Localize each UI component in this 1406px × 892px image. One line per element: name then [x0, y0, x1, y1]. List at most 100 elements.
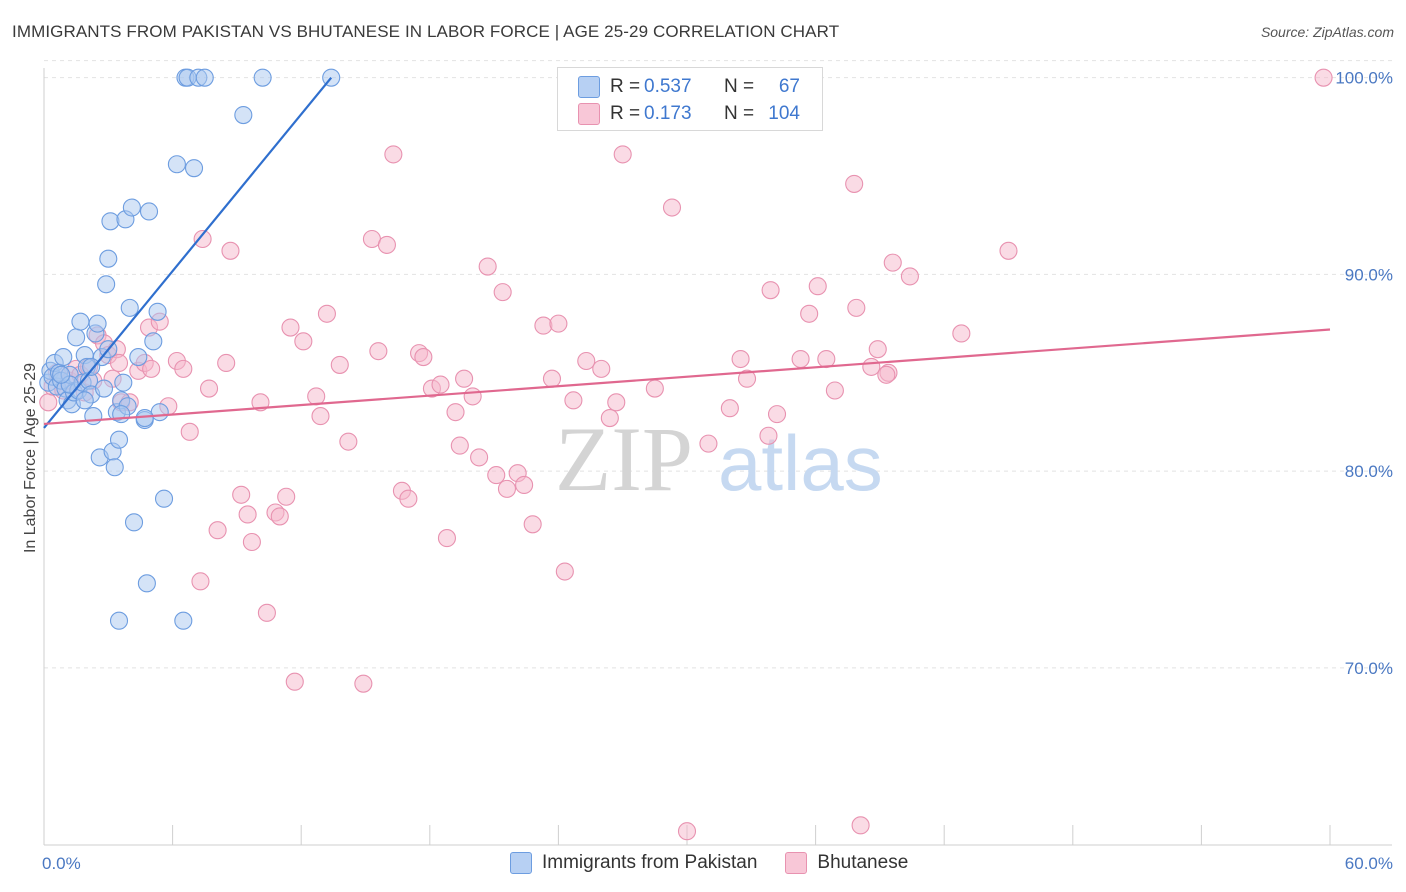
legend-label-bhutanese: Bhutanese [817, 852, 909, 873]
bhutanese-point [478, 257, 497, 276]
axes [43, 68, 1392, 846]
bhutanese-point [354, 674, 373, 693]
pakistan-point [67, 328, 86, 347]
bhutanese-point [767, 405, 787, 424]
legend-n-label: N = [724, 76, 755, 97]
bhutanese-point [952, 324, 971, 343]
series-bhutanese-points [39, 68, 1333, 841]
bhutanese-point [877, 365, 896, 384]
bhutanese-point [542, 369, 562, 388]
pakistan-point [97, 275, 116, 294]
bhutanese-point [645, 379, 664, 398]
pakistan-point [88, 314, 107, 333]
bhutanese-point [251, 393, 270, 412]
tick-labels: 100.0% 90.0% 80.0% 70.0% 0.0% 60.0% [42, 69, 1393, 873]
y-tick-label: 100.0% [1335, 69, 1393, 88]
pakistan-point [109, 430, 129, 449]
bhutanese-point [285, 672, 304, 691]
legend-swatch-bhutanese [578, 103, 600, 125]
watermark-zip: ZIP [555, 408, 693, 510]
bhutanese-point [515, 475, 534, 494]
bhutanese-point [900, 267, 919, 286]
bhutanese-point [699, 434, 718, 453]
bhutanese-point [851, 816, 870, 835]
bhutanese-point [369, 342, 388, 361]
bhutanese-point [999, 241, 1018, 260]
bhutanese-point [592, 359, 611, 378]
grid [44, 60, 1392, 669]
pakistan-point [120, 298, 139, 317]
bhutanese-point [221, 241, 240, 260]
chart-title: IMMIGRANTS FROM PAKISTAN VS BHUTANESE IN… [12, 22, 840, 41]
bhutanese-point [431, 375, 450, 394]
bhutanese-point [555, 562, 574, 581]
pakistan-point [148, 302, 167, 321]
bhutanese-point [549, 314, 568, 333]
pakistan-point [84, 407, 103, 426]
bhutanese-point [493, 283, 512, 302]
bhutanese-point [600, 409, 619, 428]
legend-r-value: 0.537 [644, 76, 692, 97]
bhutanese-point [825, 381, 844, 400]
pakistan-point [52, 365, 71, 384]
bhutanese-point [662, 198, 682, 217]
bhutanese-point [257, 603, 276, 622]
pakistan-point [253, 68, 272, 87]
bhutanese-point [446, 403, 465, 422]
bhutanese-point [791, 349, 810, 369]
bhutanese-point [142, 359, 161, 378]
bhutanese-point [868, 340, 887, 359]
pakistan-point [94, 379, 114, 398]
bhutanese-point [731, 349, 750, 369]
bhutanese-point [564, 391, 583, 410]
bhutanese-point [847, 298, 866, 317]
bhutanese-point [294, 332, 313, 351]
legend-item-pakistan: Immigrants from Pakistan [510, 852, 757, 874]
pakistan-point [167, 155, 186, 174]
pakistan-point [129, 348, 148, 367]
pakistan-point [124, 513, 144, 532]
pakistan-point [54, 348, 73, 367]
pakistan-point [195, 68, 214, 87]
bhutanese-point [208, 521, 227, 540]
series-legend: Immigrants from Pakistan Bhutanese [510, 852, 936, 874]
pakistan-point [109, 611, 129, 630]
pakistan-point [154, 489, 174, 508]
legend-n-value: 67 [778, 76, 800, 97]
pakistan-point [112, 405, 131, 424]
bhutanese-point [613, 145, 632, 164]
pakistan-point [122, 198, 141, 217]
correlation-legend: R = 0.537 N = 67 R = 0.173 N = 104 [557, 67, 823, 131]
legend-n-value: 104 [768, 103, 800, 124]
y-tick-label: 80.0% [1345, 462, 1393, 481]
pakistan-point [234, 106, 253, 125]
y-tick-label: 70.0% [1345, 659, 1393, 678]
pakistan-point [184, 159, 204, 178]
watermark: ZIP atlas [555, 408, 883, 510]
bhutanese-point [437, 529, 456, 548]
bhutanese-point [191, 572, 210, 591]
bhutanese-point [577, 351, 596, 371]
bhutanese-point [523, 515, 542, 534]
legend-item-bhutanese: Bhutanese [785, 852, 908, 874]
bhutanese-point [720, 399, 739, 418]
legend-swatch-pakistan [510, 852, 532, 874]
bhutanese-point [534, 316, 553, 335]
pakistan-point [99, 249, 118, 268]
bhutanese-point [384, 145, 403, 164]
bhutanese-point [607, 393, 626, 412]
legend-r-label: R = [610, 103, 641, 124]
pakistan-point [139, 202, 159, 221]
bhutanese-point [455, 369, 474, 388]
pakistan-point [174, 611, 193, 630]
bhutanese-point [317, 304, 336, 323]
bhutanese-point [497, 479, 517, 498]
bhutanese-point [463, 387, 482, 406]
bhutanese-point [677, 822, 697, 841]
bhutanese-point [737, 369, 757, 388]
bhutanese-point [377, 235, 396, 254]
bhutanese-point [217, 353, 236, 373]
pakistan-point [137, 574, 156, 593]
legend-r-value: 0.173 [644, 103, 692, 124]
y-axis-label: In Labor Force | Age 25-29 [22, 363, 39, 553]
